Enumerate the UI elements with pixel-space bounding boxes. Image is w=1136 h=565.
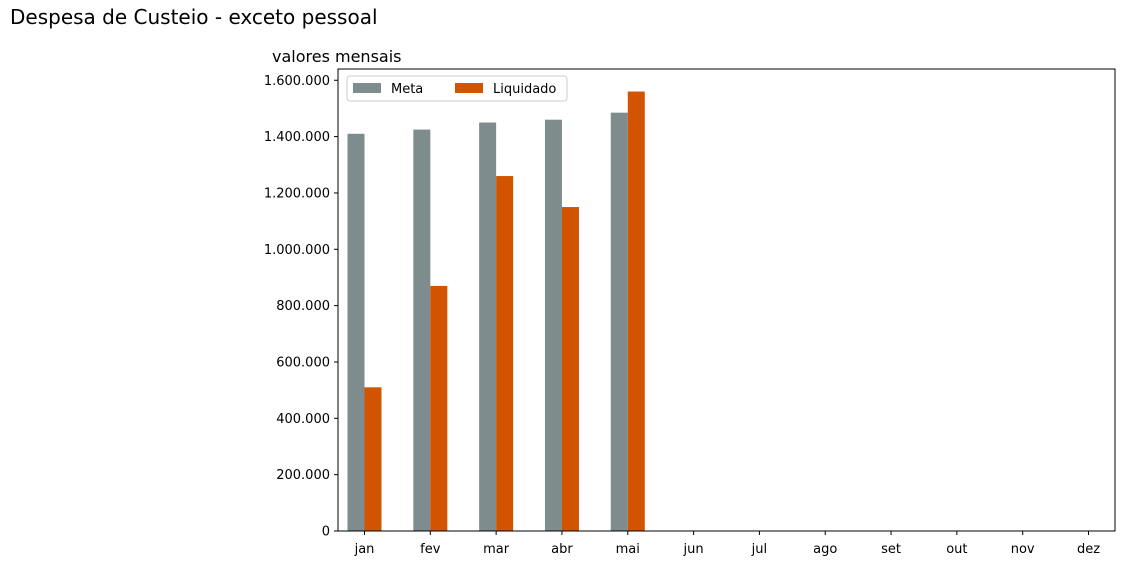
x-tick-label: jul bbox=[751, 542, 767, 557]
y-tick-label: 200.000 bbox=[276, 468, 330, 483]
legend-swatch-liquidado bbox=[455, 83, 483, 93]
bar-meta-fev bbox=[413, 129, 431, 531]
bar-liquidado-mai bbox=[627, 91, 645, 531]
y-tick-label: 400.000 bbox=[276, 412, 330, 427]
x-tick-label: mar bbox=[483, 542, 510, 557]
y-tick-label: 1.600.000 bbox=[264, 74, 330, 89]
bar-meta-mar bbox=[479, 122, 497, 532]
bar-liquidado-abr bbox=[561, 207, 579, 531]
legend-label-meta: Meta bbox=[391, 82, 423, 97]
x-tick-label: jan bbox=[354, 542, 375, 557]
chart-subtitle: valores mensais bbox=[272, 47, 402, 66]
bar-liquidado-mar bbox=[496, 176, 514, 532]
x-tick-label: out bbox=[946, 542, 967, 557]
legend-swatch-meta bbox=[353, 83, 381, 93]
legend-label-liquidado: Liquidado bbox=[493, 82, 556, 97]
x-tick-label: fev bbox=[420, 542, 441, 557]
y-tick-label: 0 bbox=[322, 525, 330, 540]
y-tick-label: 1.200.000 bbox=[264, 186, 330, 201]
bar-liquidado-fev bbox=[430, 285, 448, 531]
axes-layer: 0 200.000 400.000 600.000 800.000 1.000.000 1.… bbox=[264, 68, 1116, 557]
page-title: Despesa de Custeio - exceto pessoal bbox=[10, 5, 378, 29]
bars-layer bbox=[347, 91, 645, 532]
x-tick-label: jun bbox=[683, 542, 704, 557]
x-tick-label: dez bbox=[1077, 542, 1100, 557]
y-tick-label: 800.000 bbox=[276, 299, 330, 314]
legend: Meta Liquidado bbox=[346, 75, 568, 102]
bar-liquidado-jan bbox=[364, 387, 382, 531]
y-tick-label: 1.400.000 bbox=[264, 130, 330, 145]
x-tick-label: nov bbox=[1011, 542, 1035, 557]
x-tick-label: mai bbox=[616, 542, 640, 557]
bar-meta-mai bbox=[610, 112, 628, 531]
bar-meta-jan bbox=[347, 133, 365, 532]
y-tick-label: 600.000 bbox=[276, 355, 330, 370]
x-tick-label: abr bbox=[551, 542, 573, 557]
x-tick-label: ago bbox=[813, 542, 837, 557]
bar-meta-abr bbox=[544, 119, 562, 532]
y-tick-label: 1.000.000 bbox=[264, 243, 330, 258]
x-tick-label: set bbox=[881, 542, 901, 557]
plot-frame bbox=[337, 68, 1116, 532]
